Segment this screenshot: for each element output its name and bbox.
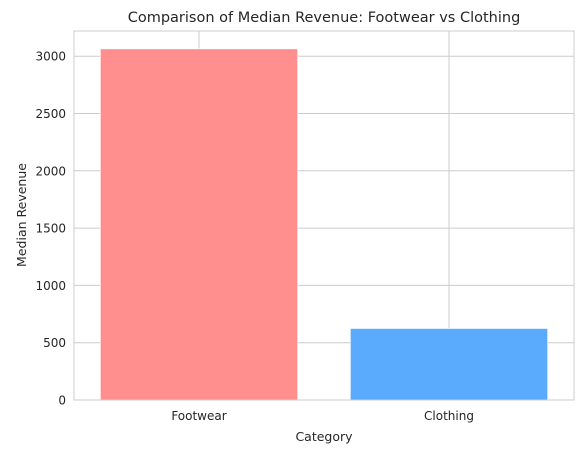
y-tick-label: 2500 bbox=[35, 107, 66, 121]
x-axis-label: Category bbox=[295, 429, 353, 444]
chart-title: Comparison of Median Revenue: Footwear v… bbox=[128, 10, 521, 26]
y-tick-label: 2000 bbox=[35, 164, 66, 178]
plot-frame bbox=[73, 30, 575, 401]
x-tick-label: Footwear bbox=[171, 409, 226, 423]
y-tick-labels: 0 500 1000 1500 2000 2500 3000 bbox=[35, 50, 66, 408]
bar-footwear bbox=[99, 48, 299, 401]
y-tick-label: 3000 bbox=[35, 50, 66, 64]
y-axis-label: Median Revenue bbox=[14, 163, 29, 267]
y-tick-label: 1000 bbox=[35, 279, 66, 293]
x-tick-label: Clothing bbox=[424, 409, 474, 423]
y-tick-label: 1500 bbox=[35, 222, 66, 236]
bars bbox=[99, 48, 549, 401]
y-tick-label: 0 bbox=[58, 394, 66, 408]
y-tick-label: 500 bbox=[43, 336, 66, 350]
x-tick-labels: Footwear Clothing bbox=[171, 409, 474, 423]
plot-border bbox=[73, 30, 575, 401]
bar-clothing bbox=[349, 327, 549, 401]
